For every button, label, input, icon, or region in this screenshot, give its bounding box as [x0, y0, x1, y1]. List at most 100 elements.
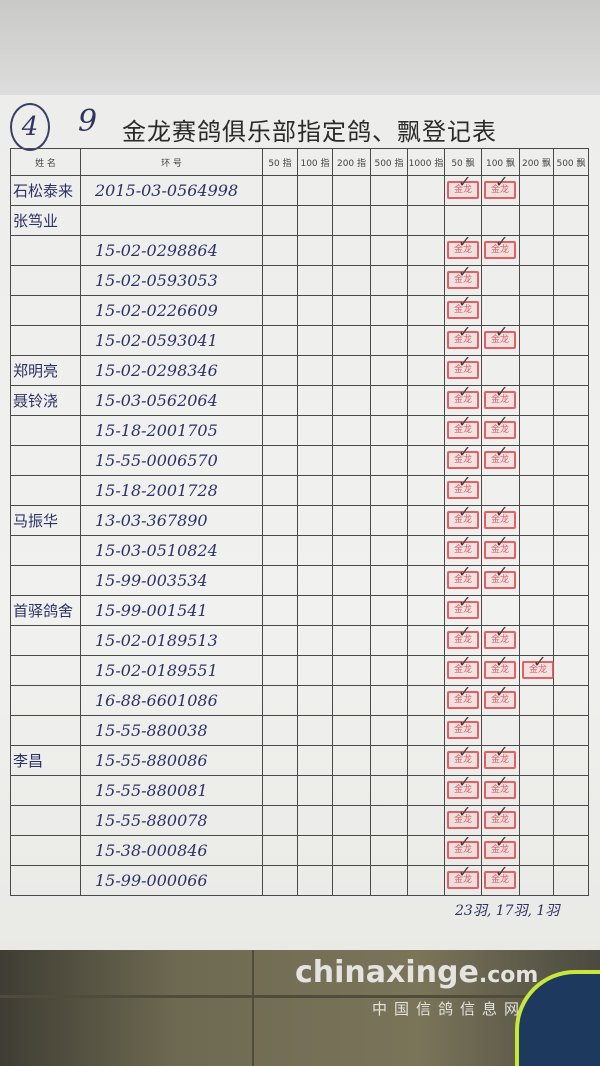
- entry-cell: [407, 265, 445, 296]
- watermark-subtitle: 中国信鸽信息网: [372, 1000, 527, 1018]
- entry-cell: 金龙 ✓: [481, 774, 520, 806]
- checkmark-icon: ✓: [458, 622, 472, 641]
- ring-number: 15-55-880081: [80, 775, 263, 806]
- red-stamp: 金龙 ✓: [484, 234, 516, 259]
- entry-cell: [297, 175, 333, 206]
- entry-cell: [297, 205, 333, 236]
- checkmark-icon: ✓: [495, 442, 509, 461]
- entry-cell: [407, 445, 445, 476]
- entry-cell: [553, 205, 589, 236]
- red-stamp: 金龙 ✓: [447, 174, 479, 199]
- entry-cell: [370, 625, 408, 656]
- entry-cell: [297, 835, 333, 866]
- entry-cell: [407, 235, 445, 266]
- entry-cell: [519, 835, 554, 866]
- entry-cell: [332, 175, 371, 206]
- entry-cell: 金龙 ✓: [444, 262, 482, 296]
- entry-cell: 金龙 ✓: [444, 864, 482, 896]
- entry-cell: [519, 595, 554, 626]
- entry-cell: [262, 205, 298, 236]
- table-row: 15-02-0189513 金龙 ✓ 金龙 ✓: [10, 622, 589, 656]
- red-stamp: 金龙 ✓: [447, 744, 479, 769]
- red-stamp: 金龙 ✓: [447, 654, 479, 679]
- table-row: 15-38-000846 金龙 ✓ 金龙 ✓: [10, 832, 589, 866]
- entry-cell: [519, 445, 554, 476]
- entry-cell: [370, 715, 408, 746]
- entry-cell: [553, 475, 589, 506]
- entry-cell: [262, 715, 298, 746]
- entry-cell: [407, 505, 445, 536]
- entry-cell: [297, 805, 333, 836]
- entry-cell: [553, 445, 589, 476]
- checkmark-icon: ✓: [495, 232, 509, 251]
- owner-name: 石松泰来: [10, 175, 81, 206]
- checkmark-icon: ✓: [458, 832, 472, 851]
- entry-cell: [332, 385, 371, 416]
- entry-cell: [407, 655, 445, 686]
- column-header: 姓 名: [10, 148, 81, 176]
- watermark-logo: chinaxinge.com: [295, 955, 539, 990]
- entry-cell: [332, 715, 371, 746]
- entry-cell: [519, 265, 554, 296]
- entry-cell: [262, 655, 298, 686]
- background-top: [0, 0, 600, 100]
- checkmark-icon: ✓: [495, 502, 509, 521]
- entry-cell: 金龙 ✓: [444, 714, 482, 746]
- owner-name: [10, 655, 81, 686]
- owner-name: [10, 445, 81, 476]
- entry-cell: [332, 535, 371, 566]
- entry-cell: [519, 565, 554, 596]
- entry-cell: [519, 475, 554, 506]
- checkmark-icon: ✓: [495, 802, 509, 821]
- entry-cell: [262, 565, 298, 596]
- checkmark-icon: ✓: [458, 562, 472, 581]
- owner-name: 马振华: [10, 505, 81, 536]
- entry-cell: [519, 175, 554, 206]
- table-row: 15-18-2001728 金龙 ✓: [10, 474, 589, 506]
- table-row: 石松泰来 2015-03-0564998 金龙 ✓ 金龙 ✓: [10, 174, 589, 206]
- entry-cell: [297, 235, 333, 266]
- checkmark-icon: ✓: [533, 652, 547, 671]
- red-stamp: 金龙 ✓: [447, 474, 479, 499]
- column-header: 1000 指: [407, 148, 445, 176]
- ring-number: 15-02-0593053: [80, 265, 263, 296]
- entry-cell: [262, 325, 298, 356]
- checkmark-icon: ✓: [458, 682, 472, 701]
- entry-cell: [262, 535, 298, 566]
- footer-tally: 23羽, 17羽, 1羽: [455, 903, 560, 919]
- checkmark-icon: ✓: [495, 832, 509, 851]
- owner-name: [10, 415, 81, 446]
- owner-name: [10, 565, 81, 596]
- red-stamp: 金龙 ✓: [447, 804, 479, 829]
- table-row: 15-55-880078 金龙 ✓ 金龙 ✓: [10, 802, 589, 836]
- entry-cell: [370, 445, 408, 476]
- entry-cell: [370, 205, 408, 236]
- entry-cell: [553, 265, 589, 296]
- checkmark-icon: ✓: [495, 322, 509, 341]
- entry-cell: 金龙 ✓: [444, 562, 482, 596]
- entry-cell: [297, 295, 333, 326]
- entry-cell: [332, 745, 371, 776]
- table-row: 聂铃浇 15-03-0562064 金龙 ✓ 金龙 ✓: [10, 382, 589, 416]
- checkmark-icon: ✓: [458, 382, 472, 401]
- document-title: 金龙赛鸽俱乐部指定鸽、飘登记表: [122, 118, 497, 146]
- entry-cell: [481, 475, 520, 506]
- entry-cell: [332, 445, 371, 476]
- checkmark-icon: ✓: [495, 382, 509, 401]
- entry-cell: 金龙 ✓: [519, 652, 554, 686]
- entry-cell: 金龙 ✓: [444, 622, 482, 656]
- ring-number: 15-02-0593041: [80, 325, 263, 356]
- owner-name: 郑明亮: [10, 355, 81, 386]
- entry-cell: [407, 535, 445, 566]
- ring-number: 15-03-0562064: [80, 385, 263, 416]
- ring-number: [80, 205, 263, 236]
- entry-cell: [297, 505, 333, 536]
- entry-cell: [370, 235, 408, 266]
- entry-cell: [297, 535, 333, 566]
- entry-cell: [332, 625, 371, 656]
- entry-cell: 金龙 ✓: [481, 534, 520, 566]
- checkmark-icon: ✓: [458, 262, 472, 281]
- entry-cell: 金龙 ✓: [444, 324, 482, 356]
- entry-cell: [332, 775, 371, 806]
- table-row: 15-55-0006570 金龙 ✓ 金龙 ✓: [10, 442, 589, 476]
